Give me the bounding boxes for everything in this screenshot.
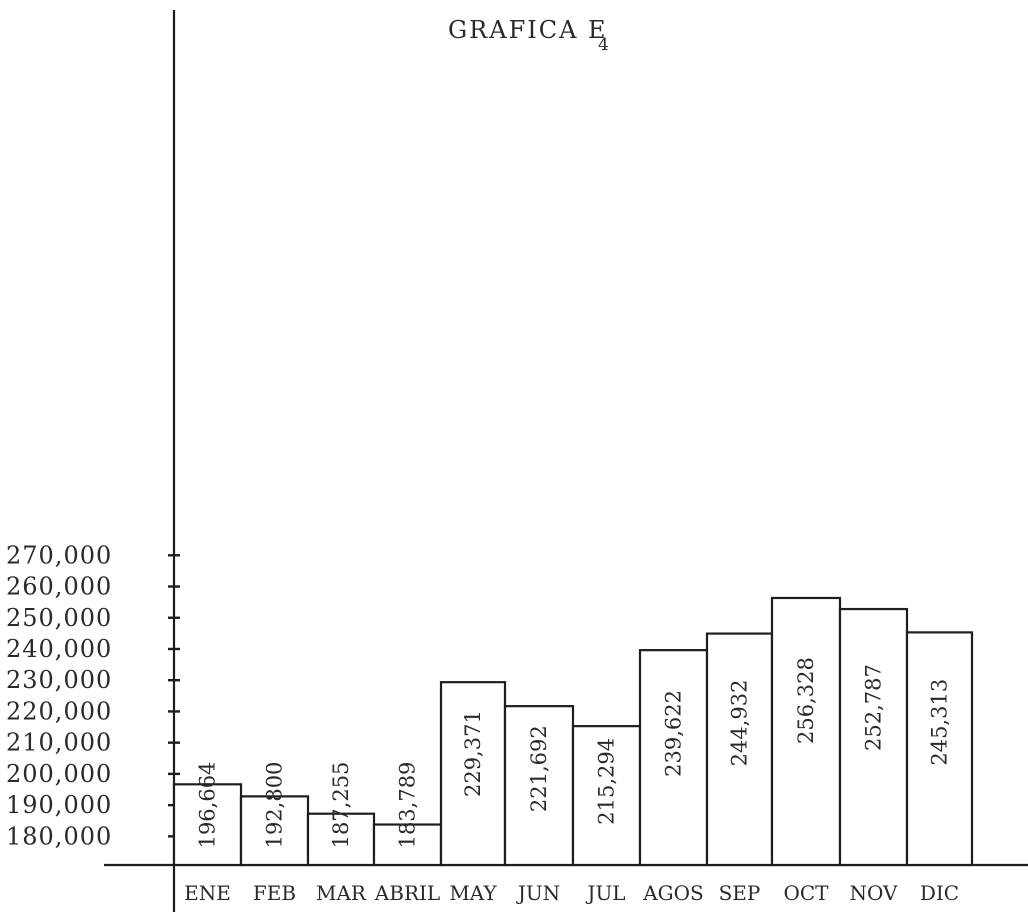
bar-value-label-agos: 239,622	[662, 690, 686, 777]
bar-value-label-oct: 256,328	[794, 657, 818, 744]
chart-title-subscript: 4	[598, 35, 609, 55]
y-tick-label-190000: 190,000	[6, 791, 112, 819]
y-tick-label-260000: 260,000	[6, 573, 112, 601]
bar-nov	[838, 607, 909, 867]
bar-value-label-jul: 215,294	[595, 738, 619, 825]
x-tick-label-oct: OCT	[783, 881, 829, 905]
y-tick-label-250000: 250,000	[6, 604, 112, 632]
y-tick-label-240000: 240,000	[6, 635, 112, 663]
x-tick-label-dic: DIC	[920, 881, 959, 905]
bar-sep	[705, 632, 774, 867]
bar-value-label-ene: 196,664	[196, 762, 220, 849]
x-axis-category-labels: ENE FEB MAR ABRIL MAY JUN JUL AGOS SEP OCT NOV DIC	[184, 881, 959, 905]
bar-may	[439, 681, 507, 867]
x-tick-label-jun: JUN	[516, 881, 560, 905]
bar-value-label-abril: 183,789	[396, 762, 420, 849]
x-tick-label-abril: ABRIL	[374, 881, 440, 905]
y-tick-label-230000: 230,000	[6, 666, 112, 694]
chart-title-text: GRAFICA E	[448, 16, 608, 44]
bar-feb	[239, 795, 310, 867]
x-tick-label-jul: JUL	[585, 881, 625, 905]
bars-group: 196,664 192,800 187,255 183,789 229,371 221,6…	[172, 596, 974, 867]
bar-jun	[503, 705, 575, 867]
y-tick-label-200000: 200,000	[6, 760, 112, 788]
y-tick-label-220000: 220,000	[6, 697, 112, 725]
y-tick-label-270000: 270,000	[6, 541, 112, 569]
y-tick-label-180000: 180,000	[6, 822, 112, 850]
y-tick-label-210000: 210,000	[6, 729, 112, 757]
x-tick-label-mar: MAR	[316, 881, 367, 905]
x-tick-label-sep: SEP	[719, 881, 761, 905]
bar-jul	[571, 725, 642, 867]
bar-value-label-sep: 244,932	[728, 680, 752, 767]
bar-value-label-may: 229,371	[461, 710, 485, 797]
bar-value-label-dic: 245,313	[928, 679, 952, 766]
bar-oct	[770, 596, 842, 867]
chart-title: GRAFICA E 4	[448, 16, 609, 55]
x-tick-label-ene: ENE	[184, 881, 231, 905]
bar-value-label-mar: 187,255	[329, 762, 353, 849]
bar-value-label-nov: 252,787	[862, 664, 886, 751]
x-tick-label-agos: AGOS	[642, 881, 704, 905]
x-tick-label-nov: NOV	[850, 881, 899, 905]
bar-ene	[172, 783, 243, 867]
y-axis-ticks: 180,000 190,000 200,000 210,000 220,000 230,0…	[6, 541, 180, 850]
x-tick-label-may: MAY	[449, 881, 497, 905]
bar-value-label-feb: 192,800	[263, 762, 287, 849]
bar-dic	[905, 631, 974, 867]
bar-abril	[372, 823, 443, 867]
bar-mar	[306, 812, 376, 867]
x-tick-label-feb: FEB	[253, 881, 296, 905]
bar-value-label-jun: 221,692	[527, 725, 551, 812]
